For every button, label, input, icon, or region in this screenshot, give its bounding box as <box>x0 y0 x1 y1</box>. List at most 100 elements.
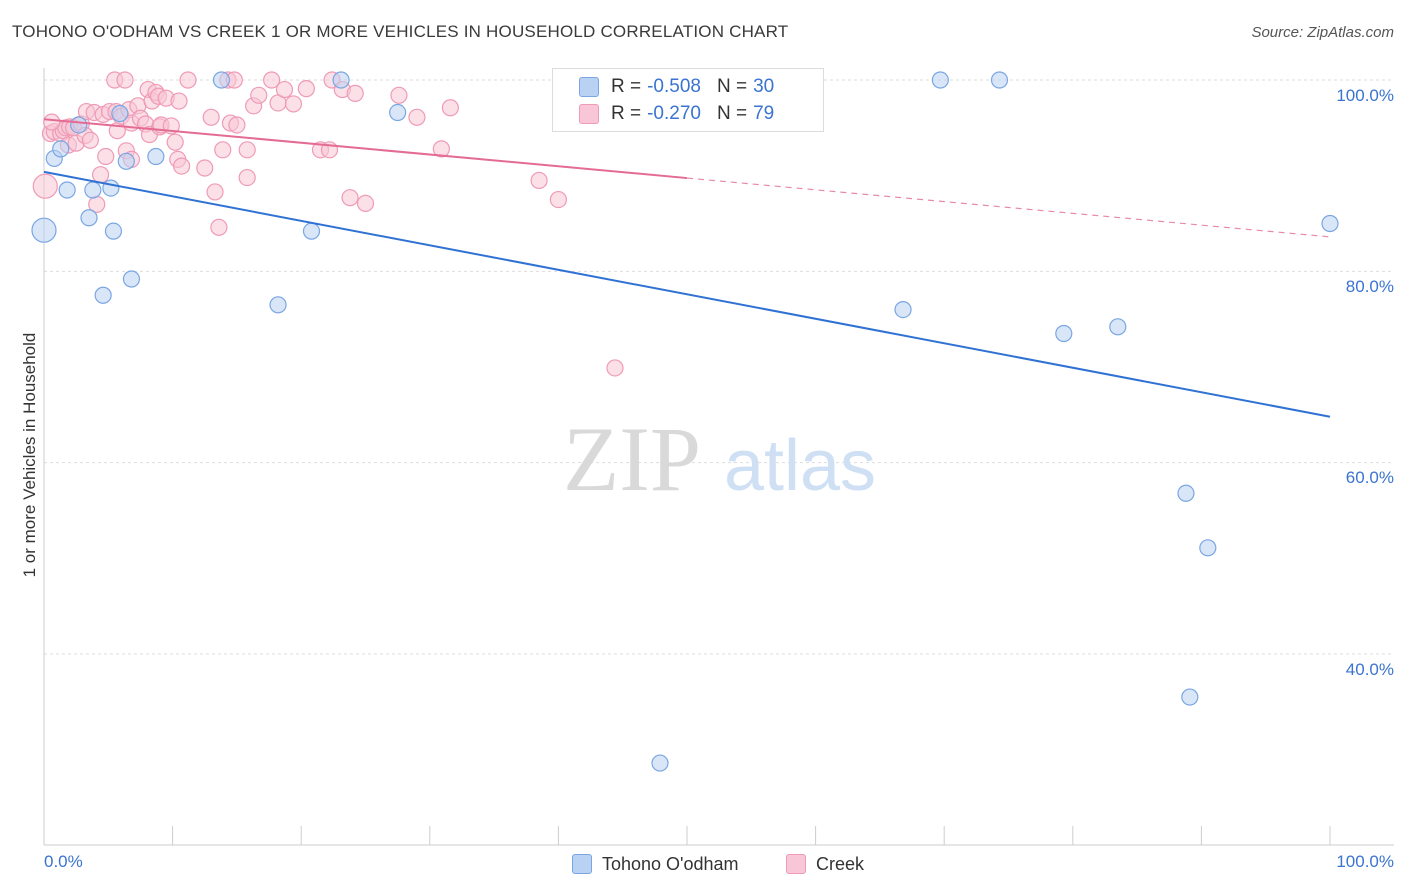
tohono-point-25 <box>1177 484 1195 502</box>
series-legend-creek[interactable]: Creek <box>786 852 864 876</box>
creek-point-44 <box>173 157 191 175</box>
creek-point-56 <box>238 168 256 187</box>
tohono-point-6 <box>84 181 102 199</box>
creek-point-69 <box>346 84 364 102</box>
tohono-point-3 <box>58 181 76 199</box>
legend-swatch-blue <box>579 77 599 97</box>
legend-n-label: N = <box>716 103 748 124</box>
creek-point-13 <box>81 131 99 149</box>
tohono-point-13 <box>147 147 165 166</box>
creek-trend-extension <box>686 177 1331 238</box>
creek-point-43 <box>170 92 188 110</box>
creek-point-71 <box>390 86 408 104</box>
creek-point-54 <box>228 116 246 134</box>
tohono-point-19 <box>651 754 669 772</box>
creek-point-41 <box>166 133 184 151</box>
tohono-point-14 <box>212 71 231 89</box>
y-axis-title-wrap: 1 or more Vehicles in Household <box>18 0 42 892</box>
tohono-point-15 <box>269 296 287 314</box>
legend-swatch-pink <box>579 104 599 124</box>
tohono-point-7 <box>94 286 112 304</box>
creek-point-46 <box>196 159 214 177</box>
tohono-point-22 <box>990 71 1009 89</box>
creek-point-24 <box>116 71 134 89</box>
legend-n-value: 79 <box>753 103 775 124</box>
creek-point-61 <box>275 80 294 99</box>
creek-point-50 <box>214 141 232 159</box>
creek-point-59 <box>263 71 281 89</box>
tohono-point-18 <box>389 103 407 122</box>
y-tick-label-80: 80.0% <box>1345 277 1394 296</box>
creek-point-62 <box>284 95 303 113</box>
tohono-point-17 <box>332 71 350 89</box>
legend-swatch-pink <box>786 854 806 874</box>
tohono-point-28 <box>1321 214 1339 233</box>
tohono-point-9 <box>104 222 123 240</box>
chart-title: TOHONO O'ODHAM VS CREEK 1 OR MORE VEHICL… <box>12 22 789 41</box>
legend-row-tohono: R = -0.508 N = 30 <box>579 75 790 99</box>
tohono-trend-line <box>43 170 1331 418</box>
source-credit: Source: ZipAtlas.com <box>1251 24 1394 41</box>
tohono-point-23 <box>1055 324 1073 343</box>
legend-r-value: -0.270 <box>647 103 701 124</box>
creek-point-78 <box>43 113 61 131</box>
tohono-point-21 <box>931 71 949 89</box>
legend-n-value: 30 <box>753 76 775 97</box>
creek-point-72 <box>408 108 426 126</box>
trend-lines <box>43 118 1331 418</box>
creek-points <box>32 71 624 377</box>
tohono-point-27 <box>1199 539 1217 557</box>
creek-point-63 <box>297 80 315 98</box>
tohono-point-12 <box>122 270 141 288</box>
tohono-points <box>31 71 1339 772</box>
x-tick-label-100: 100.0% <box>1336 852 1394 871</box>
creek-point-18 <box>97 147 115 166</box>
tohono-point-0 <box>31 217 57 243</box>
tohono-point-26 <box>1181 688 1199 706</box>
y-tick-label-60: 60.0% <box>1345 468 1394 487</box>
x-tick-label-0: 0.0% <box>44 852 83 871</box>
gridlines <box>44 79 1394 655</box>
creek-point-70 <box>356 194 375 213</box>
creek-point-77 <box>606 359 624 377</box>
creek-point-74 <box>441 99 459 117</box>
tohono-point-16 <box>302 222 321 240</box>
creek-point-76 <box>549 190 568 209</box>
legend-n-label: N = <box>716 76 748 97</box>
legend-r-label: R = <box>611 76 642 97</box>
creek-point-47 <box>202 108 220 126</box>
legend-label-creek: Creek <box>816 853 865 874</box>
correlation-legend: R = -0.508 N = 30 R = -0.270 N = 79 <box>552 68 824 132</box>
legend-swatch-blue <box>572 854 592 874</box>
tohono-point-2 <box>52 140 70 158</box>
creek-point-0 <box>32 173 58 199</box>
axes <box>43 68 1394 846</box>
watermark-atlas: atlas <box>724 426 876 506</box>
tohono-point-11 <box>117 152 135 170</box>
creek-point-48 <box>206 183 224 201</box>
legend-row-creek: R = -0.270 N = 79 <box>579 102 790 126</box>
creek-point-58 <box>250 86 268 104</box>
tohono-point-5 <box>80 209 98 227</box>
y-tick-label-100: 100.0% <box>1336 86 1394 105</box>
watermark-zip: ZIP <box>563 408 701 510</box>
creek-point-16 <box>91 166 110 184</box>
y-tick-label-40: 40.0% <box>1345 660 1394 679</box>
legend-label-tohono: Tohono O'odham <box>602 853 739 874</box>
legend-r-value: -0.508 <box>647 76 701 97</box>
creek-point-55 <box>238 141 256 159</box>
creek-trend-line <box>43 118 688 180</box>
creek-point-68 <box>341 189 359 207</box>
series-legend-tohono[interactable]: Tohono O'odham <box>572 852 739 876</box>
tohono-point-24 <box>1109 318 1127 336</box>
tohono-point-10 <box>111 104 129 123</box>
creek-point-73 <box>432 140 450 158</box>
watermark: ZIP atlas <box>563 408 876 510</box>
creek-point-49 <box>210 218 228 236</box>
creek-point-45 <box>179 71 197 89</box>
creek-point-75 <box>530 171 548 190</box>
tohono-point-4 <box>70 116 88 134</box>
legend-r-label: R = <box>611 103 642 124</box>
tohono-point-20 <box>894 301 912 319</box>
